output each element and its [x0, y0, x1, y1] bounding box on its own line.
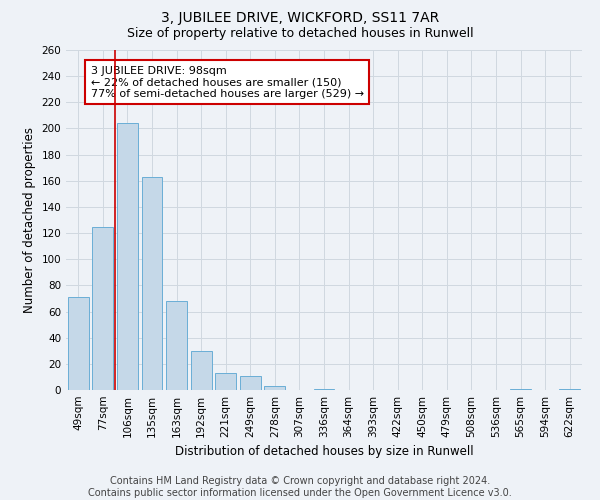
Bar	[265, 386, 286, 390]
Bar	[191, 351, 212, 390]
Text: Size of property relative to detached houses in Runwell: Size of property relative to detached ho…	[127, 28, 473, 40]
Bar	[68, 297, 89, 390]
Text: 3, JUBILEE DRIVE, WICKFORD, SS11 7AR: 3, JUBILEE DRIVE, WICKFORD, SS11 7AR	[161, 11, 439, 25]
Text: Contains HM Land Registry data © Crown copyright and database right 2024.
Contai: Contains HM Land Registry data © Crown c…	[88, 476, 512, 498]
Bar	[510, 388, 531, 390]
Bar	[117, 123, 138, 390]
Bar	[166, 301, 187, 390]
Bar	[92, 226, 113, 390]
Bar	[314, 388, 334, 390]
Bar	[559, 388, 580, 390]
Bar	[142, 177, 163, 390]
Text: 3 JUBILEE DRIVE: 98sqm
← 22% of detached houses are smaller (150)
77% of semi-de: 3 JUBILEE DRIVE: 98sqm ← 22% of detached…	[91, 66, 364, 99]
Bar	[215, 373, 236, 390]
X-axis label: Distribution of detached houses by size in Runwell: Distribution of detached houses by size …	[175, 446, 473, 458]
Y-axis label: Number of detached properties: Number of detached properties	[23, 127, 36, 313]
Bar	[240, 376, 261, 390]
